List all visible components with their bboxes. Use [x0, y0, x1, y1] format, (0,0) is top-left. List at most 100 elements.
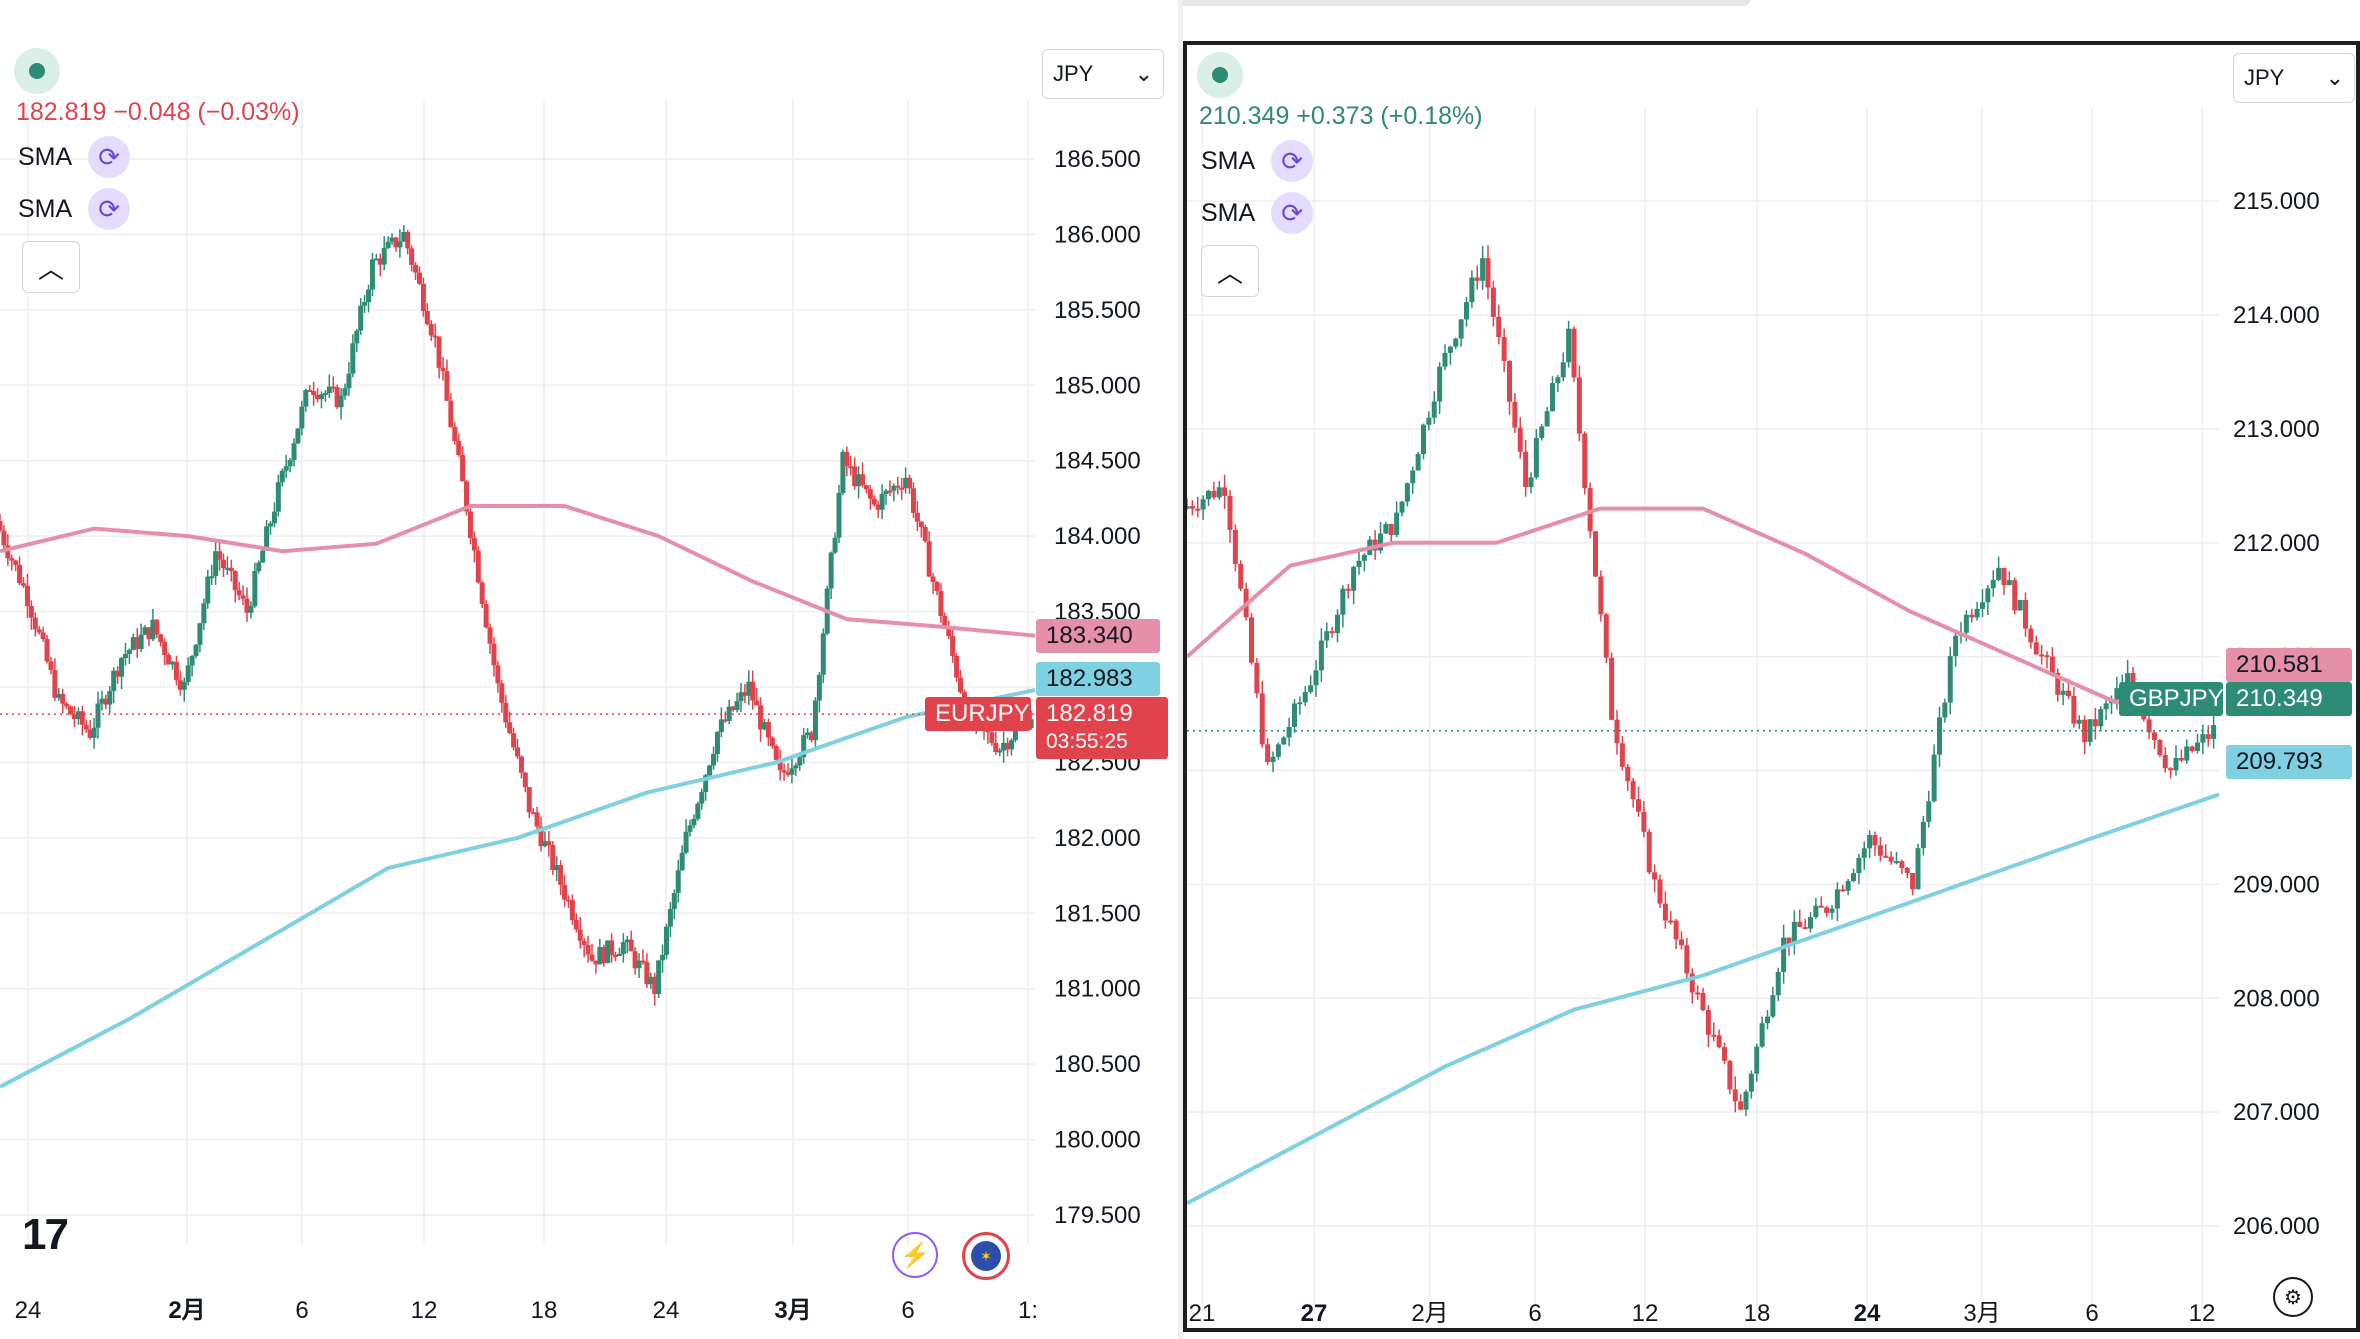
currency-select[interactable]: JPY ⌄: [1042, 49, 1164, 99]
candle-body: [158, 634, 164, 642]
candle-body: [2173, 757, 2179, 771]
candle-body: [268, 523, 274, 527]
candle-body: [844, 451, 850, 467]
candle-body: [2178, 757, 2184, 761]
candle-body: [1732, 1089, 1738, 1102]
chart-panel-eurjpy[interactable]: 186.500 186.000 185.500 185.000 184.500 184.0…: [0, 0, 1178, 1339]
candle-body: [816, 674, 822, 701]
currency-select[interactable]: JPY ⌄: [2233, 53, 2355, 103]
indicator-sma-2[interactable]: SMA ⟳: [1201, 192, 1314, 234]
candle-body: [21, 583, 27, 586]
candle-body: [1270, 756, 1276, 762]
candle-body: [2055, 672, 2061, 695]
candle-body: [283, 466, 289, 471]
sma-long-price-tag: 210.581: [2226, 648, 2352, 682]
candle-body: [2200, 734, 2206, 743]
candle-body: [644, 961, 650, 985]
candle-body: [679, 852, 685, 871]
candle-body: [1781, 937, 1787, 972]
market-status-icon: [14, 48, 60, 94]
candle-body: [1775, 971, 1781, 996]
settings-icon[interactable]: ⚙: [2273, 1277, 2313, 1317]
refresh-icon[interactable]: ⟳: [1271, 140, 1314, 182]
candle-body: [1614, 719, 1620, 744]
collapse-legend-button[interactable]: ︿: [22, 241, 80, 293]
candle-body: [1915, 848, 1921, 890]
candle-body: [146, 627, 152, 640]
y-tick-label: 184.000: [1054, 523, 1141, 550]
refresh-icon[interactable]: ⟳: [88, 136, 131, 178]
candle-body: [393, 237, 399, 248]
candle-body: [79, 711, 85, 725]
candle-body: [115, 670, 121, 677]
candle-body: [1754, 1046, 1760, 1074]
candle-body: [801, 735, 807, 758]
candle-body: [840, 451, 846, 493]
candle-body: [1641, 811, 1647, 832]
refresh-icon[interactable]: ⟳: [1271, 192, 1314, 234]
candle-body: [624, 939, 630, 943]
candle-body: [189, 656, 195, 666]
candle-body: [1555, 377, 1561, 384]
candle-body: [99, 698, 105, 704]
candle-body: [628, 939, 634, 952]
candle-body: [667, 908, 673, 927]
candle-body: [789, 768, 795, 775]
candle-body: [220, 559, 226, 569]
candle-body: [103, 698, 109, 705]
candle-body: [440, 367, 446, 372]
candle-body: [2092, 719, 2098, 727]
candle-body: [236, 590, 242, 596]
lightning-glyph: ⚡: [900, 1241, 930, 1269]
y-tick-label: 185.500: [1054, 297, 1141, 324]
lightning-icon[interactable]: ⚡: [892, 1232, 938, 1278]
candle-body: [71, 714, 77, 720]
candle-body: [1227, 495, 1233, 530]
candle-body: [938, 591, 944, 617]
candle-body: [1689, 973, 1695, 993]
candle-body: [1507, 361, 1512, 402]
candle-body: [754, 700, 760, 706]
candle-body: [663, 926, 669, 955]
candle-body: [1383, 524, 1389, 534]
candle-body: [1646, 831, 1652, 873]
candle-body: [83, 724, 89, 730]
candle-body: [126, 649, 132, 654]
panel-divider[interactable]: [1178, 0, 1183, 1339]
indicator-sma-1[interactable]: SMA ⟳: [18, 136, 131, 178]
candle-body: [989, 732, 995, 743]
candle-body: [260, 550, 266, 563]
x-tick-label: 24: [15, 1297, 42, 1324]
sma-short-price-tag: 182.983: [1036, 662, 1160, 696]
collapse-legend-button[interactable]: ︿: [1201, 245, 1259, 297]
candle-body: [2060, 690, 2066, 695]
indicator-sma-1[interactable]: SMA ⟳: [1201, 140, 1314, 182]
candle-body: [369, 259, 375, 290]
candle-body: [138, 634, 144, 650]
candle-body: [2023, 599, 2028, 629]
candle-body: [244, 598, 250, 613]
candle-body: [87, 729, 93, 738]
candle-body: [1996, 567, 2002, 580]
candle-body: [707, 765, 713, 776]
candle-body: [354, 330, 360, 344]
candle-body: [1335, 614, 1340, 634]
eu-flag-icon[interactable]: ✶: [962, 1232, 1010, 1280]
candle-body: [530, 812, 536, 815]
candle-body: [17, 564, 23, 584]
chart-canvas-eurjpy[interactable]: 186.500 186.000 185.500 185.000 184.500 184.0…: [0, 0, 1178, 1339]
candle-body: [1001, 742, 1007, 751]
candle-body: [1480, 258, 1486, 281]
candle-body: [256, 562, 262, 572]
x-tick-label: 6: [1528, 1300, 1541, 1327]
candle-body: [942, 616, 948, 627]
candle-body: [726, 706, 732, 721]
indicator-sma-2[interactable]: SMA ⟳: [18, 188, 131, 230]
candle-body: [1910, 872, 1916, 890]
y-tick-label: 182.000: [1054, 825, 1141, 852]
candle-body: [338, 395, 344, 408]
chart-panel-gbpjpy[interactable]: 215.000214.000213.000212.000211.000210.0…: [1183, 41, 2360, 1332]
candle-body: [1501, 337, 1507, 362]
candle-body: [2114, 688, 2120, 700]
refresh-icon[interactable]: ⟳: [88, 188, 131, 230]
